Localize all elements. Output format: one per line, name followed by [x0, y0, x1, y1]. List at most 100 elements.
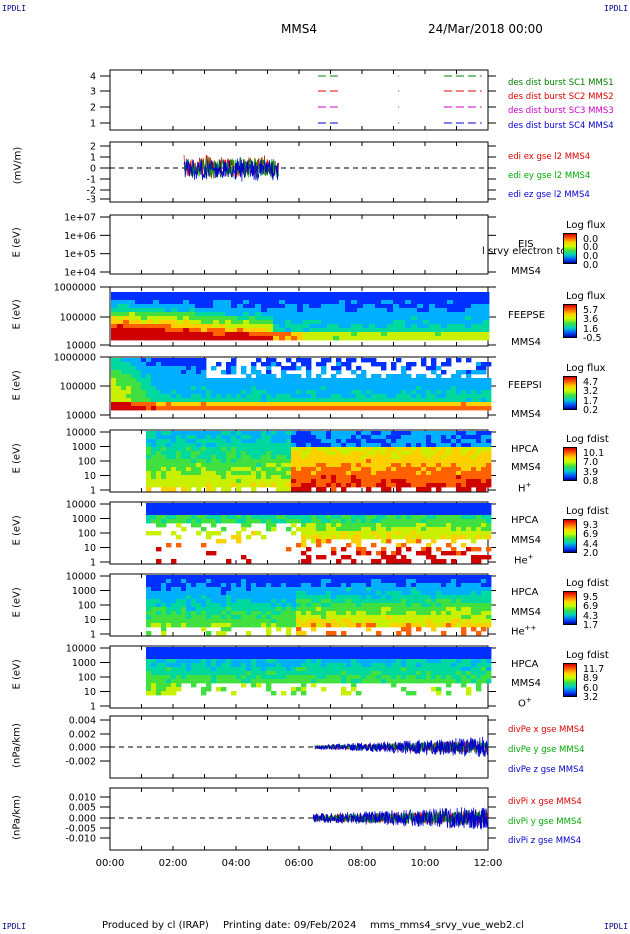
feepsi-pixel [151, 370, 157, 375]
hpca-he-pixel [371, 527, 377, 532]
hpca-h-pixel [486, 443, 492, 448]
hpca-h-pixel [326, 475, 332, 480]
hpca-hepp-pixel [451, 599, 457, 604]
feepse-pixel [327, 312, 334, 317]
feepsi-pixel [216, 390, 222, 395]
hpca-hepp-pixel [231, 595, 237, 600]
feepse-pixel [405, 328, 412, 333]
hpca-h-pixel [201, 443, 207, 448]
feepse-pixel [189, 324, 196, 329]
hpca-h-pixel [156, 451, 162, 456]
hpca-h-pixel [346, 435, 352, 440]
feepsi-pixel [366, 378, 372, 383]
feepsi-pixel [266, 366, 272, 371]
feepsi-pixel [216, 398, 222, 403]
feepse-pixel [243, 320, 250, 325]
feepse-pixel [285, 328, 292, 333]
hpca-h-pixel [286, 443, 292, 448]
hpca-hepp-pixel [466, 599, 472, 604]
hpca-he-pixel [461, 515, 467, 520]
hpca-h-pixel [416, 451, 422, 456]
hpca-hepp-pixel [461, 631, 467, 636]
hpca-hepp-pixel [471, 623, 477, 628]
hpca-h-pixel [411, 459, 417, 464]
feepsi-pixel [381, 394, 387, 399]
feepse-pixel [171, 296, 178, 301]
hpca-o-pixel [311, 671, 317, 676]
hpca-h-pixel [151, 455, 157, 460]
feepse-pixel [129, 300, 136, 305]
feepsi-pixel [331, 374, 337, 379]
hpca-he-pixel [346, 511, 352, 516]
hpca-hepp-pixel [446, 587, 452, 592]
hpca-o-pixel [226, 679, 232, 684]
ytick-label-panel-9: 0.004 [69, 716, 96, 727]
hpca-hepp-pixel [246, 595, 252, 600]
hpca-he-pixel [441, 519, 447, 524]
feepsi-pixel [326, 402, 332, 407]
hpca-he-pixel [216, 511, 222, 516]
hpca-hepp-pixel [346, 607, 352, 612]
hpca-hepp-pixel [331, 587, 337, 592]
hpca-hepp-pixel [431, 579, 437, 584]
hpca-o-pixel [261, 659, 267, 664]
hpca-hepp-pixel [256, 615, 262, 620]
hpca-hepp-pixel [396, 595, 402, 600]
feepsi-pixel [326, 358, 332, 363]
hpca-hepp-pixel [221, 619, 227, 624]
hpca-hepp-pixel [456, 603, 462, 608]
time-tick-label: 08:00 [348, 858, 377, 869]
hpca-o-pixel [221, 667, 227, 672]
hpca-hepp-pixel [286, 587, 292, 592]
feepse-pixel [351, 324, 358, 329]
hpca-hepp-pixel [476, 615, 482, 620]
hpca-hepp-pixel [171, 615, 177, 620]
hpca-hepp-pixel [386, 623, 392, 628]
hpca-o-pixel [296, 659, 302, 664]
hpca-he-pixel [346, 507, 352, 512]
hpca-hepp-pixel [366, 595, 372, 600]
hpca-hepp-pixel [256, 599, 262, 604]
hpca-hepp-pixel [181, 623, 187, 628]
feepsi-pixel [166, 394, 172, 399]
hpca-he-pixel [356, 523, 362, 528]
hpca-hepp-pixel [426, 599, 432, 604]
hpca-hepp-pixel [301, 611, 307, 616]
hpca-hepp-pixel [431, 591, 437, 596]
feepse-pixel [423, 308, 430, 313]
hpca-h-pixel [381, 455, 387, 460]
feepse-pixel [333, 292, 340, 297]
feepse-pixel [357, 320, 364, 325]
feepsi-pixel [231, 390, 237, 395]
feepsi-pixel [171, 362, 177, 367]
hpca-hepp-pixel [276, 579, 282, 584]
hpca-hepp-pixel [441, 595, 447, 600]
hpca-h-pixel [286, 483, 292, 488]
hpca-he-pixel [326, 539, 332, 544]
feepse-pixel [369, 320, 376, 325]
hpca-he-pixel [411, 535, 417, 540]
hpca-hepp-pixel [206, 575, 212, 580]
feepsi-pixel [131, 406, 137, 411]
hpca-hepp-pixel [231, 619, 237, 624]
feepse-pixel [255, 300, 262, 305]
feepsi-pixel [466, 386, 472, 391]
hpca-hepp-pixel [216, 599, 222, 604]
feepse-pixel [369, 324, 376, 329]
feepse-pixel [369, 308, 376, 313]
feepse-pixel [213, 336, 220, 341]
hpca-h-pixel [161, 487, 167, 492]
feepse-pixel [369, 312, 376, 317]
hpca-o-pixel [321, 671, 327, 676]
hpca-he-pixel [436, 523, 442, 528]
hpca-hepp-pixel [441, 603, 447, 608]
hpca-o-pixel [276, 667, 282, 672]
feepse-pixel [249, 308, 256, 313]
feepsi-pixel [346, 382, 352, 387]
hpca-hepp-pixel [211, 583, 217, 588]
hpca-hepp-pixel [271, 583, 277, 588]
hpca-hepp-pixel [156, 615, 162, 620]
hpca-he-pixel [326, 523, 332, 528]
feepsi-pixel [151, 366, 157, 371]
hpca-he-pixel [361, 507, 367, 512]
